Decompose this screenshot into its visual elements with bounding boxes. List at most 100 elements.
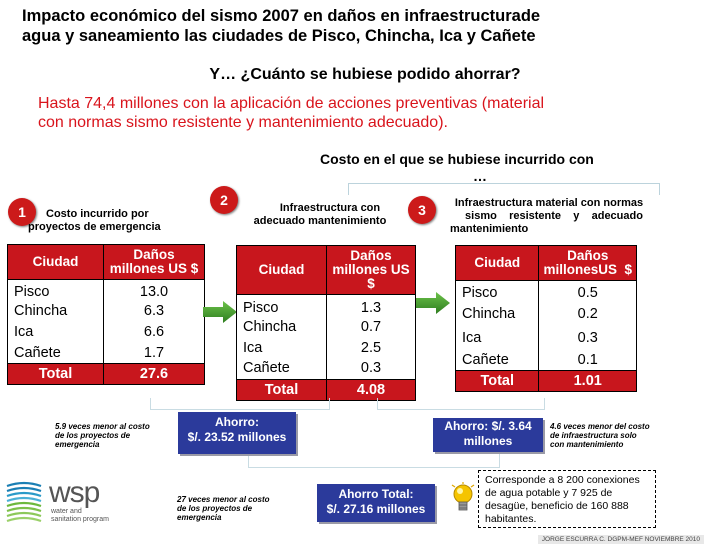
cost-heading-line-2: … (473, 168, 487, 184)
scenario-3-caption-line-1: Infraestructura material con normas (454, 197, 644, 209)
wsp-logo-subtitle-line-2: sanitation program (51, 516, 109, 523)
column-header-damage-line-2: millones US $ (109, 261, 199, 276)
savings-statement-line-2: con normas sismo resistente y mantenimie… (38, 114, 448, 131)
note-right: 4.6 veces menor del costo de infraestruc… (550, 422, 700, 449)
savings-box-a-line-1: Ahorro: (215, 415, 259, 429)
table-row: Chincha 0.2 (454, 301, 637, 326)
page-title: Impacto económico del sismo 2007 en daño… (22, 6, 702, 46)
city-cell: Cañete (454, 349, 540, 371)
note-left-line-2: de los proyectos de (55, 431, 131, 440)
total-value: 27.6 (103, 363, 205, 385)
table-row: Ica 2.5 (236, 337, 416, 358)
value-cell: 0.3 (326, 358, 416, 379)
note-right-line-3: con mantenimiento (550, 440, 624, 449)
table-header-row: Ciudad Daños millones US $ (7, 244, 205, 280)
scenario-bracket (348, 183, 660, 195)
beneficiaries-info-box: Corresponde a 8 200 conexiones de agua p… (478, 470, 656, 528)
number-badge-1: 1 (8, 198, 36, 226)
savings-box-b: Ahorro: $/. 3.64 millones (433, 418, 543, 452)
savings-box-b-line-1: Ahorro: $/. 3.64 (444, 419, 532, 433)
city-cell: Pisco (454, 280, 540, 302)
savings-box-a-line-2: $/. 23.52 millones (187, 430, 287, 444)
column-header-city: Ciudad (7, 244, 104, 280)
column-header-damage: Daños millones US $ (326, 245, 416, 295)
savings-box-total: Ahorro Total: $/. 27.16 millones (317, 484, 435, 522)
scenario-1-caption-line-2: proyectos de emergencia (28, 221, 161, 233)
city-cell: Chincha (236, 316, 327, 337)
total-label: Total (7, 363, 104, 385)
city-cell: Cañete (236, 358, 327, 379)
scenario-1-table: Ciudad Daños millones US $ Pisco 13.0 Chin… (7, 244, 205, 385)
wsp-logo: wsp water and sanitation program (5, 476, 125, 528)
note-right-line-1: 4.6 veces menor del costo (550, 422, 650, 431)
note-left-line-1: 5.9 veces menor al costo (55, 422, 150, 431)
city-cell: Ica (7, 321, 104, 343)
connector-line-total (248, 450, 500, 468)
savings-box-a: Ahorro: $/. 23.52 millones (178, 412, 296, 454)
value-cell: 0.7 (326, 316, 416, 337)
scenario-2-caption-line-1: Infraestructura con (279, 202, 381, 214)
note-bottom: 27 veces menor al costo de los proyectos… (177, 495, 307, 522)
table-header-row: Ciudad Daños millones US $ (236, 245, 416, 295)
scenario-2-caption: Infraestructura con adecuado mantenimien… (240, 202, 400, 228)
info-box-line-2: de agua potable y 7 925 de (485, 487, 613, 499)
column-header-damage: Daños millonesUS $ (538, 245, 637, 281)
scenario-3-caption: Infraestructura material con normas sism… (438, 197, 660, 236)
table-row: Cañete 0.3 (236, 358, 416, 379)
cost-heading: Costo en el que se hubiese incurrido con… (320, 151, 660, 185)
savings-box-b-line-2: millones (463, 434, 513, 448)
city-cell: Cañete (7, 342, 104, 364)
lightbulb-icon (451, 482, 475, 511)
savings-statement-line-1: Hasta 74,4 millones con la aplicación de… (38, 95, 545, 112)
value-cell: 0.1 (538, 349, 637, 371)
note-bottom-line-2: de los proyectos de (177, 504, 253, 513)
city-cell: Pisco (236, 294, 327, 316)
question-heading: Y… ¿Cuánto se hubiese podido ahorrar? (209, 66, 521, 83)
right-arrow-icon (416, 292, 450, 314)
value-cell: 0.3 (538, 325, 637, 350)
connector-line-b (377, 398, 545, 410)
scenario-3-caption-line-2: sismo resistente y adecuado (465, 210, 643, 222)
column-header-damage-line-2: millonesUS $ (543, 262, 632, 277)
scenario-3-caption-line-3: mantenimiento (450, 223, 529, 235)
city-cell: Ica (454, 325, 540, 350)
table-row: Pisco 0.5 (454, 280, 637, 302)
wsp-logo-mark (6, 481, 42, 523)
right-arrow-icon (203, 301, 237, 323)
column-header-damage: Daños millones US $ (103, 244, 205, 280)
scenario-2-table: Ciudad Daños millones US $ Pisco 1.3 Chinc… (236, 245, 416, 401)
wsp-logo-subtitle-line-1: water and (51, 508, 82, 515)
table-row: Pisco 1.3 (236, 294, 416, 316)
note-bottom-line-3: emergencia (177, 513, 222, 522)
wsp-logo-name: wsp (49, 476, 100, 509)
scenario-3-table: Ciudad Daños millonesUS $ Pisco 0.5 Chinch… (454, 245, 637, 392)
note-bottom-line-1: 27 veces menor al costo (177, 495, 270, 504)
table-header-row: Ciudad Daños millonesUS $ (454, 245, 637, 281)
title-line-2: agua y saneamiento las ciudades de Pisco… (22, 27, 536, 45)
cost-heading-line-1: Costo en el que se hubiese incurrido con (320, 151, 594, 167)
total-row: Total 1.01 (454, 370, 637, 392)
total-label: Total (454, 370, 540, 392)
savings-box-total-line-1: Ahorro Total: (338, 487, 414, 501)
column-header-city: Ciudad (454, 245, 540, 281)
number-badge-3: 3 (408, 196, 436, 224)
value-cell: 1.3 (326, 294, 416, 316)
title-line-1: Impacto económico del sismo 2007 en daño… (22, 7, 541, 25)
table-row: Pisco 13.0 (7, 279, 205, 301)
value-cell: 0.5 (538, 280, 637, 302)
footer-credit: JORGE ESCURRA C. DGPM-MEF NOVIEMBRE 2010 (537, 535, 704, 544)
info-box-line-4: habitantes. (485, 513, 537, 525)
city-cell: Chincha (454, 301, 540, 326)
note-left-line-3: emergencia (55, 440, 100, 449)
column-header-city: Ciudad (236, 245, 327, 295)
scenario-1-caption: Costo incurrido por proyectos de emergen… (28, 208, 220, 234)
city-cell: Pisco (7, 279, 104, 301)
value-cell: 6.3 (103, 300, 205, 322)
table-row: Ica 6.6 (7, 321, 205, 343)
note-right-line-2: de infraestructura solo (550, 431, 637, 440)
column-header-damage-line-2: millones US $ (332, 262, 410, 291)
value-cell: 6.6 (103, 321, 205, 343)
table-row: Chincha 0.7 (236, 316, 416, 337)
value-cell: 13.0 (103, 279, 205, 301)
total-label: Total (236, 378, 327, 401)
